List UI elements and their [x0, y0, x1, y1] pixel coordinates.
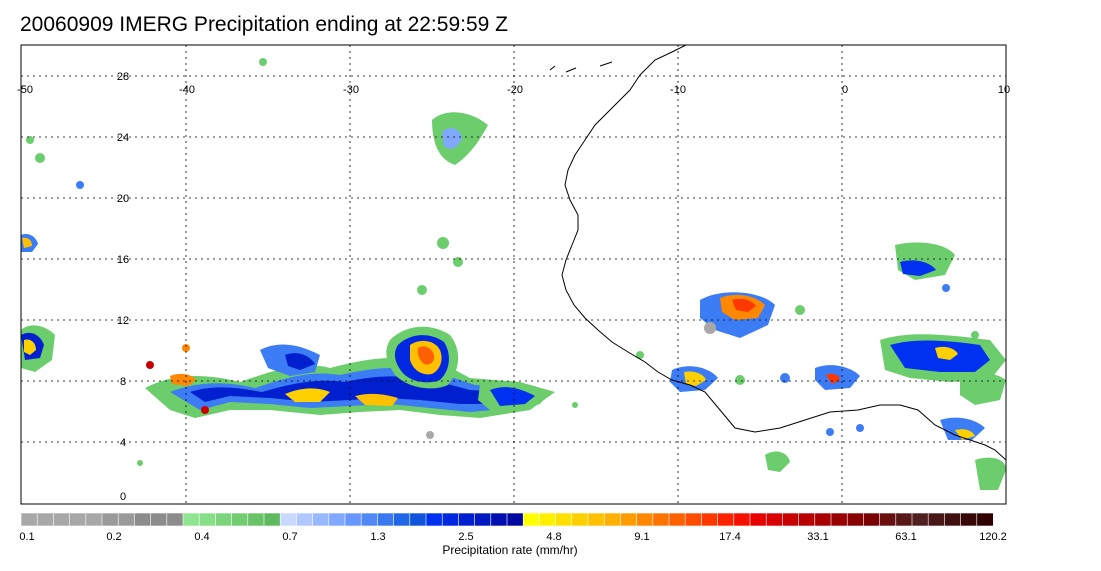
colorbar-swatch — [765, 512, 784, 527]
colorbar-tick-label: 1.3 — [370, 531, 385, 543]
colorbar-swatch — [863, 512, 881, 527]
colorbar-swatch — [911, 512, 929, 527]
colorbar-swatches — [20, 512, 994, 527]
colorbar-swatch — [522, 512, 541, 527]
colorbar-swatch — [717, 512, 735, 527]
colorbar-swatch — [782, 512, 800, 527]
colorbar-swatch — [198, 512, 216, 527]
colorbar-swatch — [20, 512, 38, 527]
graticule — [21, 45, 1006, 504]
colorbar-swatch — [960, 512, 978, 527]
colorbar-tick-label: 17.4 — [719, 531, 740, 543]
colorbar-swatch — [263, 512, 281, 527]
colorbar-swatch — [215, 512, 233, 527]
colorbar-swatch — [701, 512, 719, 527]
colorbar-tick-label: 2.5 — [458, 531, 473, 543]
colorbar-tick-label: 33.1 — [807, 531, 828, 543]
colorbar-tick-label: 4.8 — [546, 531, 561, 543]
colorbar-swatch — [733, 512, 751, 527]
lon-tick-label: -20 — [507, 84, 523, 96]
lon-tick-label: -30 — [343, 84, 359, 96]
colorbar-swatch — [587, 512, 605, 527]
colorbar-swatch — [603, 512, 622, 527]
colorbar-swatch — [895, 512, 913, 527]
lat-tick-label: 24 — [117, 132, 129, 144]
colorbar-tick-label: 9.1 — [634, 531, 649, 543]
colorbar-swatch — [506, 512, 524, 527]
lat-tick-label: 20 — [117, 193, 129, 205]
colorbar-swatch — [846, 512, 865, 527]
lat-tick-label: 16 — [117, 254, 129, 266]
colorbar-swatch — [798, 512, 816, 527]
colorbar-swatch — [555, 512, 573, 527]
lon-tick-label: -40 — [179, 84, 195, 96]
colorbar-swatch — [620, 512, 638, 527]
lat-tick-label: 0 — [120, 491, 126, 503]
precipitation-field — [21, 58, 1006, 490]
colorbar-swatch — [749, 512, 767, 527]
colorbar-swatch — [36, 512, 55, 527]
colorbar-swatch — [393, 512, 411, 527]
colorbar-swatch — [490, 512, 508, 527]
colorbar-swatch — [668, 512, 686, 527]
colorbar-tick-label: 120.2 — [979, 531, 1007, 543]
colorbar-tick-label: 0.4 — [194, 531, 209, 543]
colorbar-swatch — [101, 512, 119, 527]
colorbar-swatch — [328, 512, 346, 527]
colorbar-swatch — [279, 512, 298, 527]
colorbar-tick-label: 0.1 — [19, 531, 34, 543]
longitude-labels: -50 -40 -30 -20 -10 0 10 — [17, 84, 1010, 96]
colorbar-swatch — [927, 512, 946, 527]
colorbar-tick-labels: 0.1 0.2 0.4 0.7 1.3 2.5 4.8 9.1 17.4 33.… — [19, 531, 1006, 543]
colorbar-swatch — [166, 512, 184, 527]
colorbar-swatch — [150, 512, 168, 527]
colorbar-swatch — [53, 512, 71, 527]
lat-tick-label: 28 — [117, 71, 129, 83]
lat-tick-label: 12 — [117, 315, 129, 327]
colorbar-swatch — [360, 512, 379, 527]
colorbar-swatch — [830, 512, 848, 527]
colorbar-tick-label: 0.7 — [282, 531, 297, 543]
colorbar-tick-label: 63.1 — [895, 531, 916, 543]
lon-tick-label: -10 — [670, 84, 686, 96]
colorbar-swatch — [944, 512, 962, 527]
lon-tick-label: 10 — [998, 84, 1010, 96]
colorbar-swatch — [441, 512, 460, 527]
colorbar-swatch — [976, 512, 994, 527]
colorbar-swatch — [458, 512, 476, 527]
colorbar-swatch — [652, 512, 670, 527]
colorbar-swatch — [425, 512, 443, 527]
lon-tick-label: -50 — [17, 84, 33, 96]
colorbar-swatch — [117, 512, 135, 527]
map-title: 20060909 IMERG Precipitation ending at 2… — [20, 13, 508, 36]
colorbar-swatch — [539, 512, 557, 527]
colorbar-swatch — [409, 512, 427, 527]
colorbar-swatch — [879, 512, 897, 527]
latitude-labels: 28 24 20 16 12 8 4 0 — [117, 71, 129, 503]
colorbar-swatch — [684, 512, 703, 527]
colorbar-tick-label: 0.2 — [106, 531, 121, 543]
colorbar-swatch — [377, 512, 395, 527]
colorbar-swatch — [247, 512, 265, 527]
colorbar-swatch — [296, 512, 314, 527]
colorbar-swatch — [636, 512, 654, 527]
colorbar-label: Precipitation rate (mm/hr) — [442, 543, 578, 557]
lat-tick-label: 4 — [120, 437, 126, 449]
colorbar-swatch — [231, 512, 249, 527]
map-frame — [20, 44, 1007, 505]
lat-tick-label: 8 — [120, 376, 126, 388]
coastline — [549, 45, 1006, 461]
colorbar-swatch — [85, 512, 103, 527]
colorbar-swatch — [182, 512, 200, 527]
colorbar-swatch — [814, 512, 832, 527]
lon-tick-label: 0 — [842, 84, 848, 96]
colorbar-swatch — [571, 512, 589, 527]
colorbar-swatch — [134, 512, 152, 527]
colorbar-swatch — [312, 512, 330, 527]
colorbar-swatch — [474, 512, 492, 527]
colorbar-swatch — [69, 512, 87, 527]
colorbar-swatch — [344, 512, 362, 527]
